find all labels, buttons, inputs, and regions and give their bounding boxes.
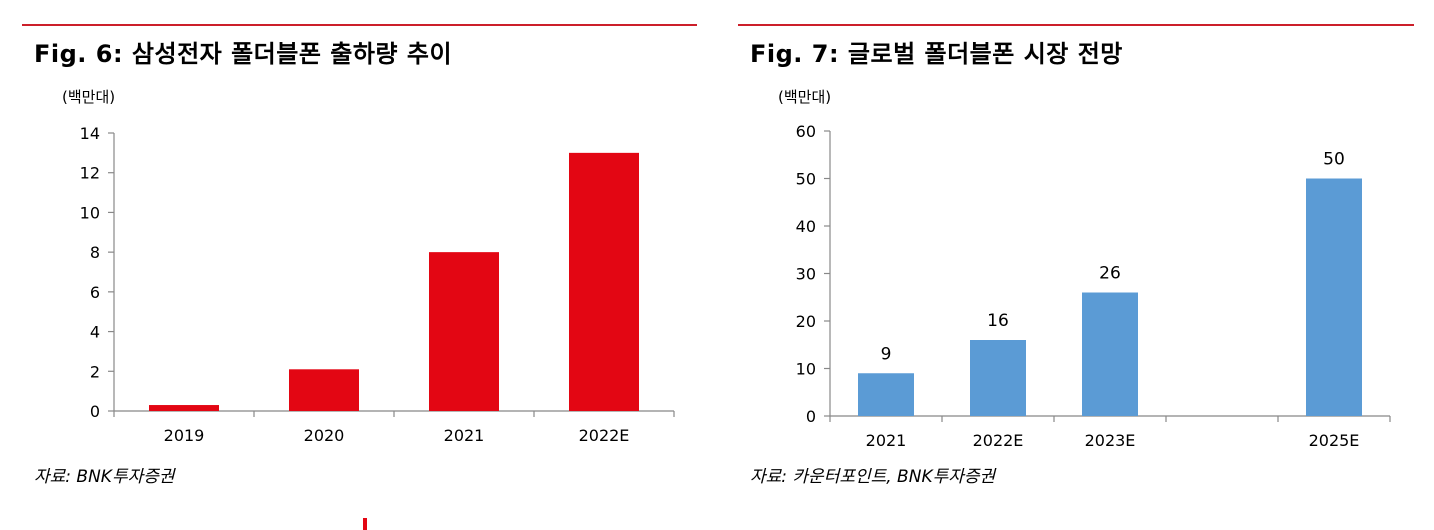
top-rule — [22, 24, 697, 26]
figure-title: Fig. 7: 글로벌 폴더블폰 시장 전망 — [750, 40, 1123, 68]
y-tick-label: 30 — [796, 265, 816, 284]
y-tick-label: 4 — [90, 323, 100, 342]
x-tick-label: 2023E — [1085, 431, 1136, 450]
page-marker — [363, 518, 367, 530]
y-axis-unit-label: (백만대) — [778, 88, 832, 106]
x-tick-label: 2019 — [164, 426, 205, 445]
figure-6-panel: Fig. 6: 삼성전자 폴더블폰 출하량 추이 (백만대) 0 2 4 6 8 10 12… — [22, 0, 697, 530]
y-tick-label: 0 — [90, 402, 100, 421]
shipment-bar-chart: 0 2 4 6 8 10 12 14 2019 2020 2021 2022E — [80, 124, 675, 445]
bar — [149, 405, 219, 411]
y-tick-label: 14 — [80, 124, 100, 143]
y-tick-label: 10 — [796, 360, 816, 379]
market-forecast-bar-chart: 0 10 20 30 40 50 60 9 2021 16 2022E 26 2023E 50 2025E — [796, 122, 1391, 450]
bar — [289, 369, 359, 411]
y-tick-label: 60 — [796, 122, 816, 141]
x-tick-label: 2021 — [444, 426, 485, 445]
bar — [1082, 292, 1138, 416]
top-rule — [738, 24, 1414, 26]
y-tick-label: 12 — [80, 164, 100, 183]
y-tick-label: 50 — [796, 170, 816, 189]
y-tick-label: 20 — [796, 312, 816, 331]
y-tick-label: 8 — [90, 243, 100, 262]
bar — [970, 340, 1026, 416]
source-note: 자료: 카운터포인트, BNK투자증권 — [750, 467, 996, 487]
x-tick-label: 2022E — [579, 426, 630, 445]
bar — [858, 373, 914, 416]
bar — [1306, 178, 1362, 416]
y-tick-label: 10 — [80, 203, 100, 222]
figure-7-panel: Fig. 7: 글로벌 폴더블폰 시장 전망 (백만대) 0 10 20 30 40 50… — [738, 0, 1414, 530]
y-tick-label: 2 — [90, 362, 100, 381]
x-tick-label: 2021 — [866, 431, 907, 450]
source-note: 자료: BNK투자증권 — [34, 467, 175, 487]
x-tick-label: 2022E — [973, 431, 1024, 450]
x-tick-label: 2025E — [1309, 431, 1360, 450]
y-tick-label: 40 — [796, 217, 816, 236]
y-axis-unit-label: (백만대) — [62, 88, 116, 106]
x-tick-label: 2020 — [304, 426, 345, 445]
bar — [569, 152, 639, 411]
data-label: 26 — [1099, 264, 1121, 284]
data-label: 9 — [881, 344, 892, 364]
y-tick-label: 0 — [806, 407, 816, 426]
figure-title: Fig. 6: 삼성전자 폴더블폰 출하량 추이 — [34, 40, 453, 68]
data-label: 50 — [1323, 150, 1345, 170]
y-tick-label: 6 — [90, 283, 100, 302]
data-label: 16 — [987, 311, 1009, 331]
bar — [429, 252, 499, 411]
